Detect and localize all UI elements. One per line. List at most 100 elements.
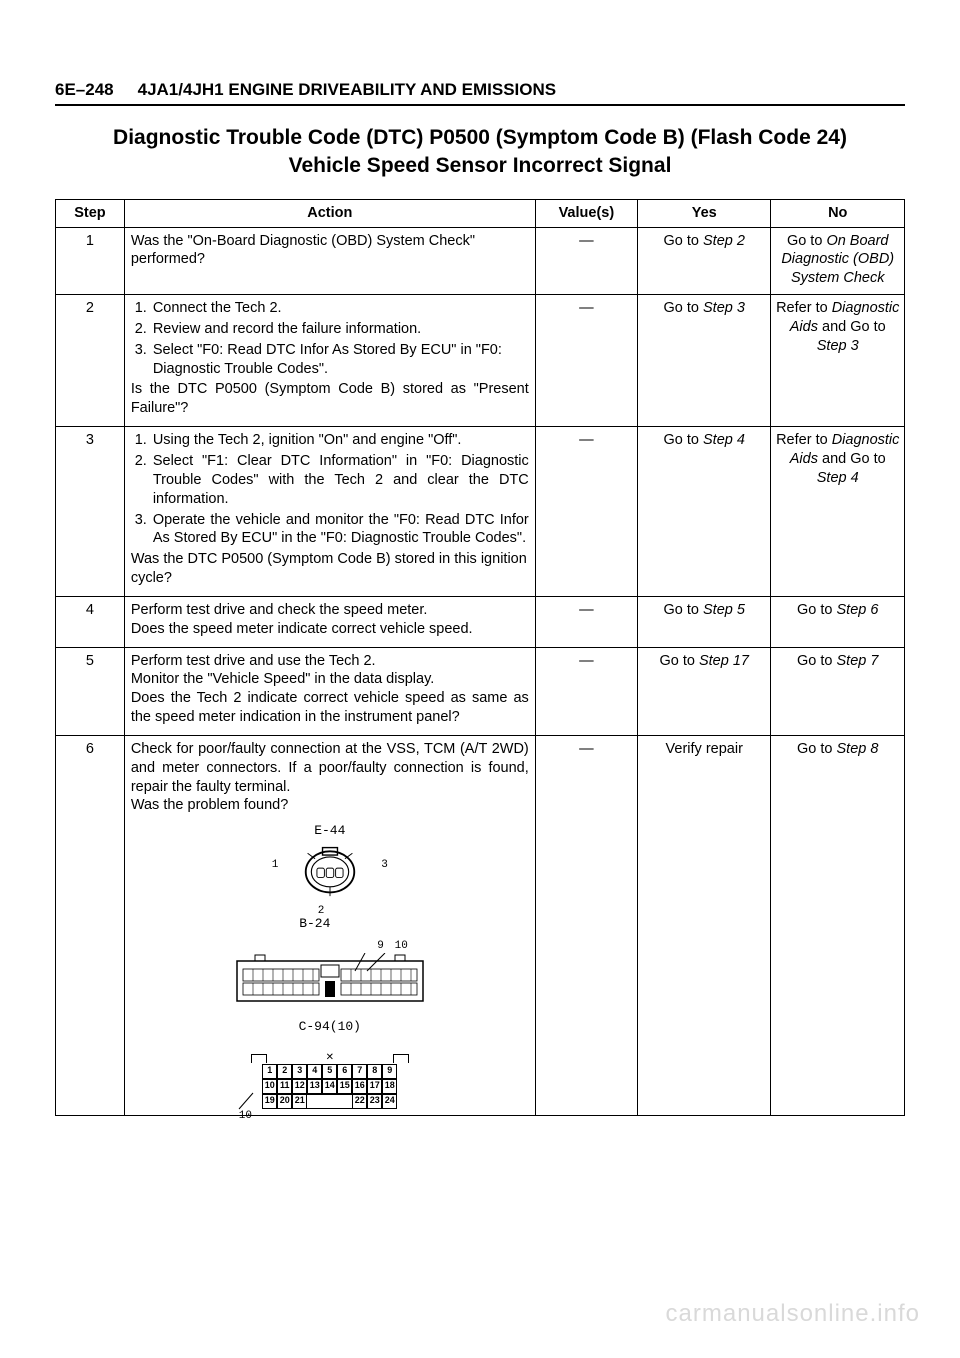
th-action: Action (124, 199, 535, 227)
yes-cell: Go to Step 4 (637, 427, 771, 597)
list-item: Select "F0: Read DTC Infor As Stored By … (151, 341, 529, 379)
action-cell: Was the "On-Board Diagnostic (OBD) Syste… (124, 227, 535, 295)
no-pre: Refer to (776, 300, 832, 316)
no-link: Step 6 (837, 602, 879, 618)
main-title: Diagnostic Trouble Code (DTC) P0500 (Sym… (55, 124, 905, 181)
page-number: 6E–248 (55, 80, 114, 100)
page-header: 6E–248 4JA1/4JH1 ENGINE DRIVEABILITY AND… (55, 80, 905, 106)
action-cell: Perform test drive and check the speed m… (124, 596, 535, 647)
yes-pre: Go to (664, 233, 704, 249)
action-text: Check for poor/faulty connection at the … (131, 740, 529, 815)
no-cell: Go to Step 7 (771, 647, 905, 735)
th-step: Step (56, 199, 125, 227)
no-cell: Go to On Board Diagnostic (OBD) System C… (771, 227, 905, 295)
connector-label: E-44 (131, 823, 529, 840)
yes-link: Step 4 (703, 432, 745, 448)
action-after: Was the DTC P0500 (Symptom Code B) store… (131, 550, 529, 588)
pin: 3 (292, 1064, 307, 1079)
th-values: Value(s) (535, 199, 637, 227)
watermark: carmanualsonline.info (666, 1300, 920, 1328)
pin: 15 (337, 1079, 352, 1094)
pin-callout: 9 (377, 939, 384, 953)
pin: 16 (352, 1079, 367, 1094)
no-mid: and Go to (818, 451, 886, 467)
action-after: Is the DTC P0500 (Symptom Code B) stored… (131, 380, 529, 418)
yes-pre: Go to (664, 300, 704, 316)
values-cell: — (535, 647, 637, 735)
yes-pre: Go to (659, 653, 699, 669)
pin: 10 (262, 1079, 277, 1094)
action-cell: Connect the Tech 2. Review and record th… (124, 295, 535, 427)
connector-icon (235, 953, 425, 1003)
step-cell: 6 (56, 735, 125, 1115)
action-cell: Perform test drive and use the Tech 2.Mo… (124, 647, 535, 735)
connector-label: B-24 (299, 916, 330, 933)
pin: 9 (382, 1064, 397, 1079)
no-pre: Go to (797, 602, 837, 618)
step-cell: 4 (56, 596, 125, 647)
pin: 7 (352, 1064, 367, 1079)
no-link: Step 7 (837, 653, 879, 669)
yes-cell: Verify repair (637, 735, 771, 1115)
pin: 11 (277, 1079, 292, 1094)
diagnostic-table: Step Action Value(s) Yes No 1 Was the "O… (55, 199, 905, 1116)
pin: 18 (382, 1079, 397, 1094)
yes-link: Step 5 (703, 602, 745, 618)
yes-link: Step 17 (699, 653, 749, 669)
pin: 23 (367, 1094, 382, 1109)
table-header-row: Step Action Value(s) Yes No (56, 199, 905, 227)
pin-label: 3 (381, 858, 388, 872)
step-cell: 5 (56, 647, 125, 735)
table-row: 6 Check for poor/faulty connection at th… (56, 735, 905, 1115)
table-row: 2 Connect the Tech 2. Review and record … (56, 295, 905, 427)
pin: 22 (352, 1094, 367, 1109)
list-item: Review and record the failure informatio… (151, 320, 529, 339)
pin-callout: 10 (395, 939, 408, 953)
th-no: No (771, 199, 905, 227)
action-list: Using the Tech 2, ignition "On" and engi… (131, 431, 529, 548)
yes-pre: Go to (664, 602, 704, 618)
yes-link: Step 3 (703, 300, 745, 316)
pin: 4 (307, 1064, 322, 1079)
header-title: 4JA1/4JH1 ENGINE DRIVEABILITY AND EMISSI… (138, 80, 557, 100)
no-cell: Refer to Diagnostic Aids and Go to Step … (771, 295, 905, 427)
step-cell: 3 (56, 427, 125, 597)
pin: 19 (262, 1094, 277, 1109)
no-pre: Go to (787, 233, 827, 249)
yes-pre: Go to (664, 432, 704, 448)
main-title-line2: Vehicle Speed Sensor Incorrect Signal (289, 154, 672, 177)
values-cell: — (535, 295, 637, 427)
action-text: Perform test drive and use the Tech 2.Mo… (131, 652, 529, 727)
main-title-line1: Diagnostic Trouble Code (DTC) P0500 (Sym… (113, 126, 847, 149)
yes-cell: Go to Step 3 (637, 295, 771, 427)
list-item: Using the Tech 2, ignition "On" and engi… (151, 431, 529, 450)
list-item: Operate the vehicle and monitor the "F0:… (151, 511, 529, 549)
no-cell: Go to Step 6 (771, 596, 905, 647)
values-cell: — (535, 227, 637, 295)
step-cell: 1 (56, 227, 125, 295)
connector-c94: C-94(10) ✕ 1 2 3 (131, 1019, 529, 1109)
table-row: 3 Using the Tech 2, ignition "On" and en… (56, 427, 905, 597)
no-cell: Go to Step 8 (771, 735, 905, 1115)
yes-plain: Verify repair (666, 741, 743, 757)
pin: 6 (337, 1064, 352, 1079)
pin: 14 (322, 1079, 337, 1094)
action-text: Perform test drive and check the speed m… (131, 601, 529, 639)
th-yes: Yes (637, 199, 771, 227)
yes-link: Step 2 (703, 233, 745, 249)
list-item: Connect the Tech 2. (151, 299, 529, 318)
connector-label: C-94(10) (131, 1019, 529, 1036)
pin: 12 (292, 1079, 307, 1094)
table-row: 1 Was the "On-Board Diagnostic (OBD) Sys… (56, 227, 905, 295)
yes-cell: Go to Step 17 (637, 647, 771, 735)
values-cell: — (535, 596, 637, 647)
pin: 17 (367, 1079, 382, 1094)
pin: 5 (322, 1064, 337, 1079)
values-cell: — (535, 735, 637, 1115)
yes-cell: Go to Step 5 (637, 596, 771, 647)
values-cell: — (535, 427, 637, 597)
no-link2: Step 4 (817, 470, 859, 486)
action-cell: Using the Tech 2, ignition "On" and engi… (124, 427, 535, 597)
no-pre: Go to (797, 653, 837, 669)
list-item: Select "F1: Clear DTC Information" in "F… (151, 452, 529, 509)
